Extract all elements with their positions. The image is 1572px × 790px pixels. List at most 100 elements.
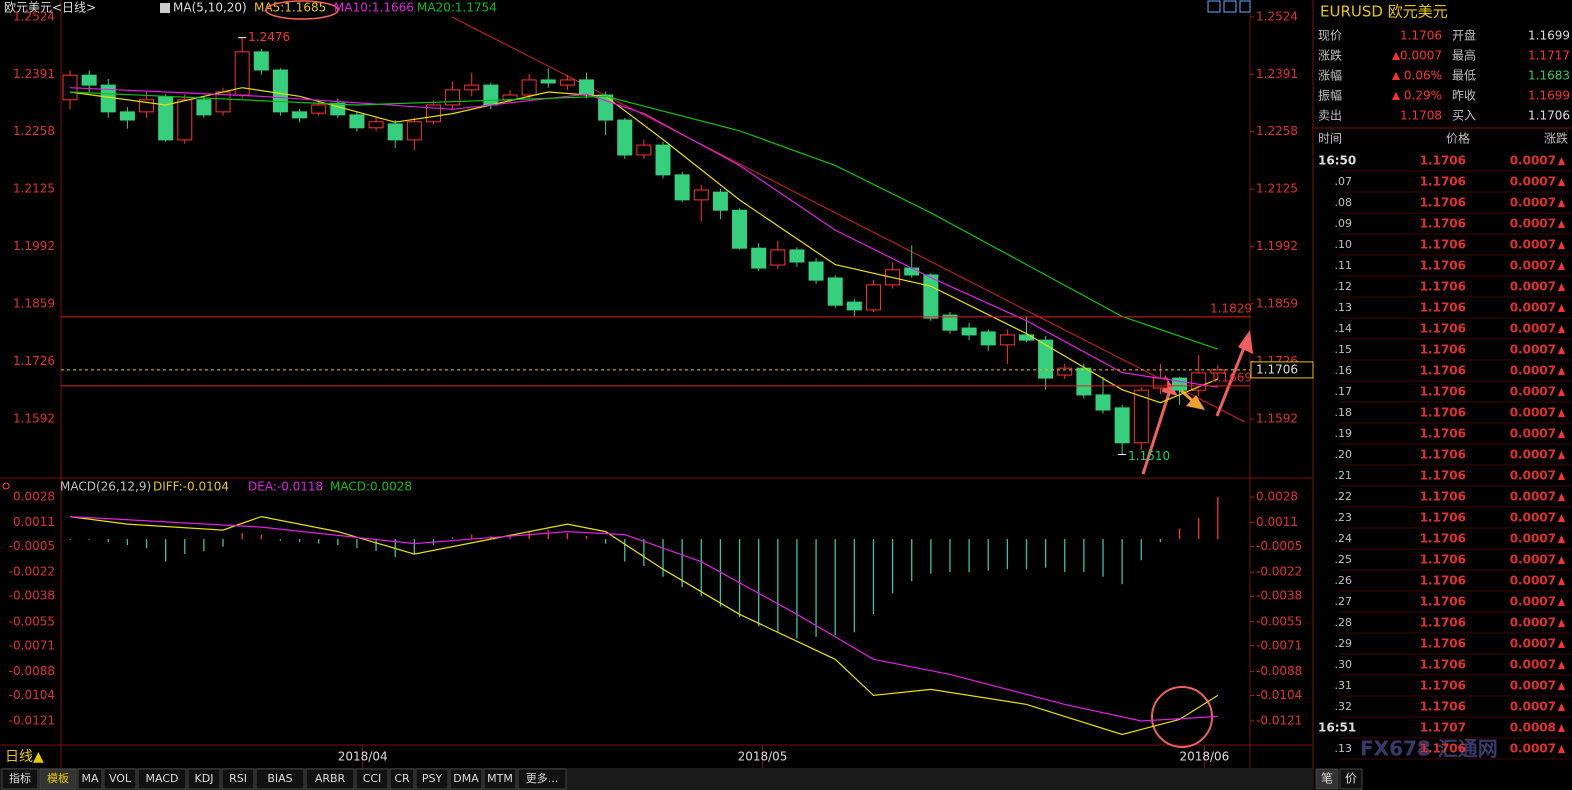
tick-price: 1.1706 (1420, 301, 1466, 315)
tab-label[interactable]: MTM (487, 772, 513, 785)
tab-label[interactable]: ARBR (315, 772, 346, 785)
y-tick-label: 0.0011 (13, 515, 55, 529)
side-tab[interactable] (1315, 768, 1339, 790)
candle-body (827, 277, 843, 306)
tab[interactable] (305, 768, 355, 790)
tick-change: 0.0007 (1510, 553, 1556, 567)
candle-body (349, 114, 365, 129)
tab[interactable] (1, 768, 39, 790)
up-arrow (1558, 178, 1565, 186)
tab[interactable] (517, 768, 567, 790)
icon (160, 3, 170, 13)
side-tab-label[interactable]: 笔 (1321, 771, 1333, 786)
y-tick-label: 1.2125 (1256, 182, 1298, 196)
tab-label[interactable]: MACD (146, 772, 179, 785)
candle-body (808, 261, 824, 281)
tick-time: 16:51 (1318, 721, 1356, 735)
up-arrow (1558, 535, 1565, 543)
btn[interactable] (1239, 0, 1251, 13)
tab[interactable] (355, 768, 389, 790)
y-tick-label: 1.2391 (1256, 67, 1298, 81)
candle-body (464, 84, 480, 91)
tick-time: .07 (1335, 175, 1353, 188)
tick-change: 0.0007 (1510, 196, 1556, 210)
y-tick-label: 1.2125 (13, 182, 55, 196)
tab-label[interactable]: PSY (422, 772, 443, 785)
up-arrow (1558, 682, 1565, 690)
tick-price: 1.1706 (1420, 217, 1466, 231)
tab[interactable] (39, 768, 77, 790)
tab[interactable] (415, 768, 449, 790)
tab-label[interactable]: BIAS (267, 772, 292, 785)
candle-body (923, 274, 939, 319)
candle-body (1057, 367, 1073, 376)
tick-change: 0.0007 (1510, 637, 1556, 651)
tick-change: 0.0007 (1510, 406, 1556, 420)
tab-label[interactable]: 模板 (47, 771, 69, 785)
up-arrow (1558, 640, 1565, 648)
tick-price: 1.1706 (1420, 469, 1466, 483)
tab[interactable] (255, 768, 305, 790)
tick-price: 1.1706 (1420, 490, 1466, 504)
up-arrow (1558, 745, 1565, 753)
tab[interactable] (137, 768, 187, 790)
candle-body (1210, 369, 1226, 374)
side-tab-label[interactable]: 价 (1345, 772, 1357, 786)
quote-key: 最低 (1452, 69, 1476, 83)
tick-price: 1.1706 (1420, 427, 1466, 441)
highlight (265, 0, 339, 20)
y-tick-label: 1.1859 (1256, 296, 1298, 310)
tick-time: .14 (1335, 322, 1353, 335)
dea-label: DEA:-0.0118 (248, 480, 323, 494)
tab-label[interactable]: VOL (109, 772, 132, 785)
tab-label[interactable]: 更多... (526, 771, 559, 785)
tab[interactable] (103, 768, 137, 790)
y-tick-label: -0.0121 (1256, 713, 1302, 727)
y-tick-label: 1.1726 (13, 354, 55, 368)
quote-key: 涨跌 (1318, 48, 1342, 63)
y-tick-label: -0.0005 (1256, 539, 1302, 553)
candle-body (999, 334, 1015, 346)
extreme-label: 1.1510 (1128, 449, 1170, 463)
candle-body (1133, 389, 1149, 444)
tick-change: 0.0007 (1510, 301, 1556, 315)
tick-price: 1.1706 (1420, 385, 1466, 399)
tick-time: 16:50 (1318, 154, 1356, 168)
y-tick-label: -0.0005 (9, 539, 55, 553)
btn[interactable] (1223, 0, 1237, 13)
quote-value: 1.1699 (1528, 29, 1570, 43)
tick-change: 0.0007 (1510, 574, 1556, 588)
tab[interactable] (77, 768, 103, 790)
tab[interactable] (187, 768, 221, 790)
candle-body (177, 99, 193, 141)
tick-time: .10 (1335, 238, 1353, 251)
tab-label[interactable]: 指标 (9, 771, 31, 785)
tab-label[interactable]: MA (81, 772, 98, 785)
y-tick-label: -0.0055 (9, 614, 55, 628)
tab-label[interactable]: KDJ (195, 772, 214, 785)
period[interactable]: 日线▲ (5, 749, 44, 765)
candle-body (387, 123, 403, 141)
up-arrow (1558, 325, 1565, 333)
y-tick-label: 1.1992 (13, 239, 55, 253)
tick-change: 0.0007 (1510, 364, 1556, 378)
tab[interactable] (449, 768, 483, 790)
tab[interactable] (389, 768, 415, 790)
up-arrow (1392, 92, 1400, 100)
up-arrow (1392, 52, 1400, 60)
tab[interactable] (221, 768, 255, 790)
btn[interactable] (1207, 0, 1221, 13)
tick-time: .13 (1335, 742, 1353, 755)
tab-label[interactable]: DMA (453, 772, 479, 785)
tick-time: .28 (1335, 616, 1353, 629)
tab-label[interactable]: RSI (229, 772, 247, 785)
tab-label[interactable]: CCI (363, 772, 382, 785)
side-tab[interactable] (1339, 768, 1363, 790)
window-buttons (1207, 0, 1251, 13)
y-tick-label: 0.0028 (1256, 490, 1298, 504)
tab-label[interactable]: CR (394, 772, 410, 785)
tab[interactable] (483, 768, 517, 790)
candle-body (483, 84, 499, 106)
tick-change: 0.0007 (1510, 280, 1556, 294)
up-arrow (1558, 493, 1565, 501)
